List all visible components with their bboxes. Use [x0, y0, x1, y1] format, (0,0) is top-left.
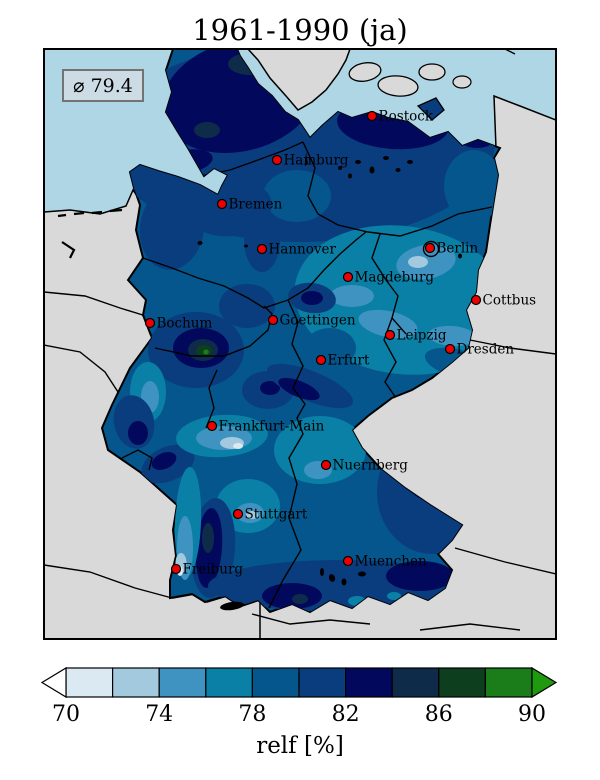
city-marker-magdeburg — [342, 271, 354, 283]
city-marker-dresden — [444, 343, 456, 355]
figure-title: 1961-1990 (ja) — [192, 13, 408, 47]
city-marker-hannover — [256, 243, 268, 255]
colorbar-segment-6 — [298, 667, 347, 698]
colorbar-under-arrow — [40, 666, 67, 699]
contour-blob — [263, 170, 331, 222]
contour-blob — [194, 122, 220, 138]
colorbar-segment-3 — [158, 667, 207, 698]
colorbar-tick-86: 86 — [425, 702, 453, 727]
state-borders — [121, 141, 493, 609]
city-label-cottbus: Cottbus — [483, 293, 537, 309]
city-label-stuttgart: Stuttgart — [245, 507, 308, 523]
contour-blob — [139, 186, 205, 270]
city-marker-rostock — [366, 110, 378, 122]
contour-blob — [202, 523, 214, 553]
danish-island — [452, 75, 472, 89]
city-marker-leipzig — [384, 329, 396, 341]
colorbar-segment-7 — [345, 667, 393, 698]
frisian-islands — [57, 208, 123, 259]
contour-blob — [387, 592, 401, 600]
city-label-bochum: Bochum — [157, 316, 213, 332]
ruegen-island — [416, 97, 445, 121]
mean-badge-value: ⌀ 79.4 — [73, 75, 133, 97]
colorbar-segment-9 — [438, 667, 486, 698]
city-marker-bochum — [144, 317, 156, 329]
contour-blob — [428, 325, 476, 347]
city-label-hamburg: Hamburg — [284, 153, 349, 169]
city-marker-stuttgart — [232, 508, 244, 520]
contour-blob — [292, 594, 308, 604]
map-panel: Rostock Hamburg Bremen Hannover BerlinMagdeb… — [44, 49, 556, 639]
city-label-leipzig: Leipzig — [397, 328, 447, 344]
land-denmark — [246, 49, 351, 111]
city-marker-muenchen — [342, 555, 354, 567]
city-marker-freiburg — [170, 563, 182, 575]
colorbar — [40, 666, 558, 699]
foreign-borders — [44, 49, 556, 631]
contour-blob — [244, 208, 280, 272]
city-label-freiburg: Freiburg — [183, 562, 244, 578]
contour-blob — [301, 291, 323, 305]
colorbar-segment-10 — [484, 667, 533, 698]
city-label-muenchen: Muenchen — [355, 554, 427, 570]
lakes — [197, 152, 462, 611]
colorbar-label: relf [%] — [256, 733, 344, 759]
contour-blob — [278, 377, 320, 401]
colorbar-tick-74: 74 — [145, 702, 173, 727]
contour-blob — [408, 256, 428, 268]
city-label-berlin: Berlin — [437, 241, 479, 257]
city-label-erfurt: Erfurt — [328, 353, 370, 369]
city-marker-frankfurt-main — [206, 420, 218, 432]
contour-blob — [203, 349, 209, 355]
colorbar-segment-2 — [111, 667, 160, 698]
colorbar-tick-82: 82 — [332, 702, 360, 727]
city-label-dresden: Dresden — [457, 342, 515, 358]
city-marker-goettingen — [267, 314, 279, 326]
city-label-nuernberg: Nuernberg — [333, 458, 409, 474]
contour-blob — [246, 511, 258, 519]
contour-blob — [330, 285, 374, 307]
contour-blob — [260, 381, 280, 395]
city-label-bremen: Bremen — [229, 197, 283, 213]
city-label-frankfurt-main: Frankfurt-Main — [219, 419, 325, 435]
colorbar-segment-1 — [65, 667, 114, 698]
mean-badge-box — [62, 69, 144, 102]
city-marker-hamburg — [271, 154, 283, 166]
contour-blob — [219, 284, 275, 328]
danish-island — [377, 75, 419, 97]
city-label-magdeburg: Magdeburg — [355, 270, 435, 286]
danish-island — [418, 63, 446, 81]
city-marker-cottbus — [470, 294, 482, 306]
city-marker-berlin — [424, 242, 436, 254]
colorbar-tick-90: 90 — [518, 702, 546, 727]
city-marker-erfurt — [315, 354, 327, 366]
contour-blob — [151, 451, 177, 471]
city-label-hannover: Hannover — [269, 242, 337, 258]
city-label-goettingen: Goettingen — [280, 313, 356, 329]
contour-blob — [262, 583, 322, 609]
danish-island — [348, 62, 382, 82]
colorbar-segment-4 — [205, 667, 254, 698]
city-label-rostock: Rostock — [379, 109, 434, 125]
colorbar-ticks: 70 74 78 82 86 90 — [52, 702, 546, 727]
contour-blob — [233, 443, 243, 449]
cities-layer: Rostock Hamburg Bremen Hannover BerlinMagdeb… — [144, 109, 537, 578]
contour-blob — [128, 421, 148, 445]
contour-blob — [274, 416, 366, 484]
colorbar-tick-78: 78 — [238, 702, 266, 727]
city-marker-bremen — [216, 198, 228, 210]
colorbar-segment-8 — [391, 667, 440, 698]
colorbar-segment-5 — [251, 667, 300, 698]
mean-badge: ⌀ 79.4 — [62, 69, 144, 102]
colorbar-tick-70: 70 — [52, 702, 80, 727]
contour-blob — [444, 150, 500, 222]
colorbar-over-arrow — [531, 666, 558, 699]
city-marker-nuernberg — [320, 459, 332, 471]
map-frame — [43, 48, 557, 640]
contour-blob — [386, 561, 454, 591]
